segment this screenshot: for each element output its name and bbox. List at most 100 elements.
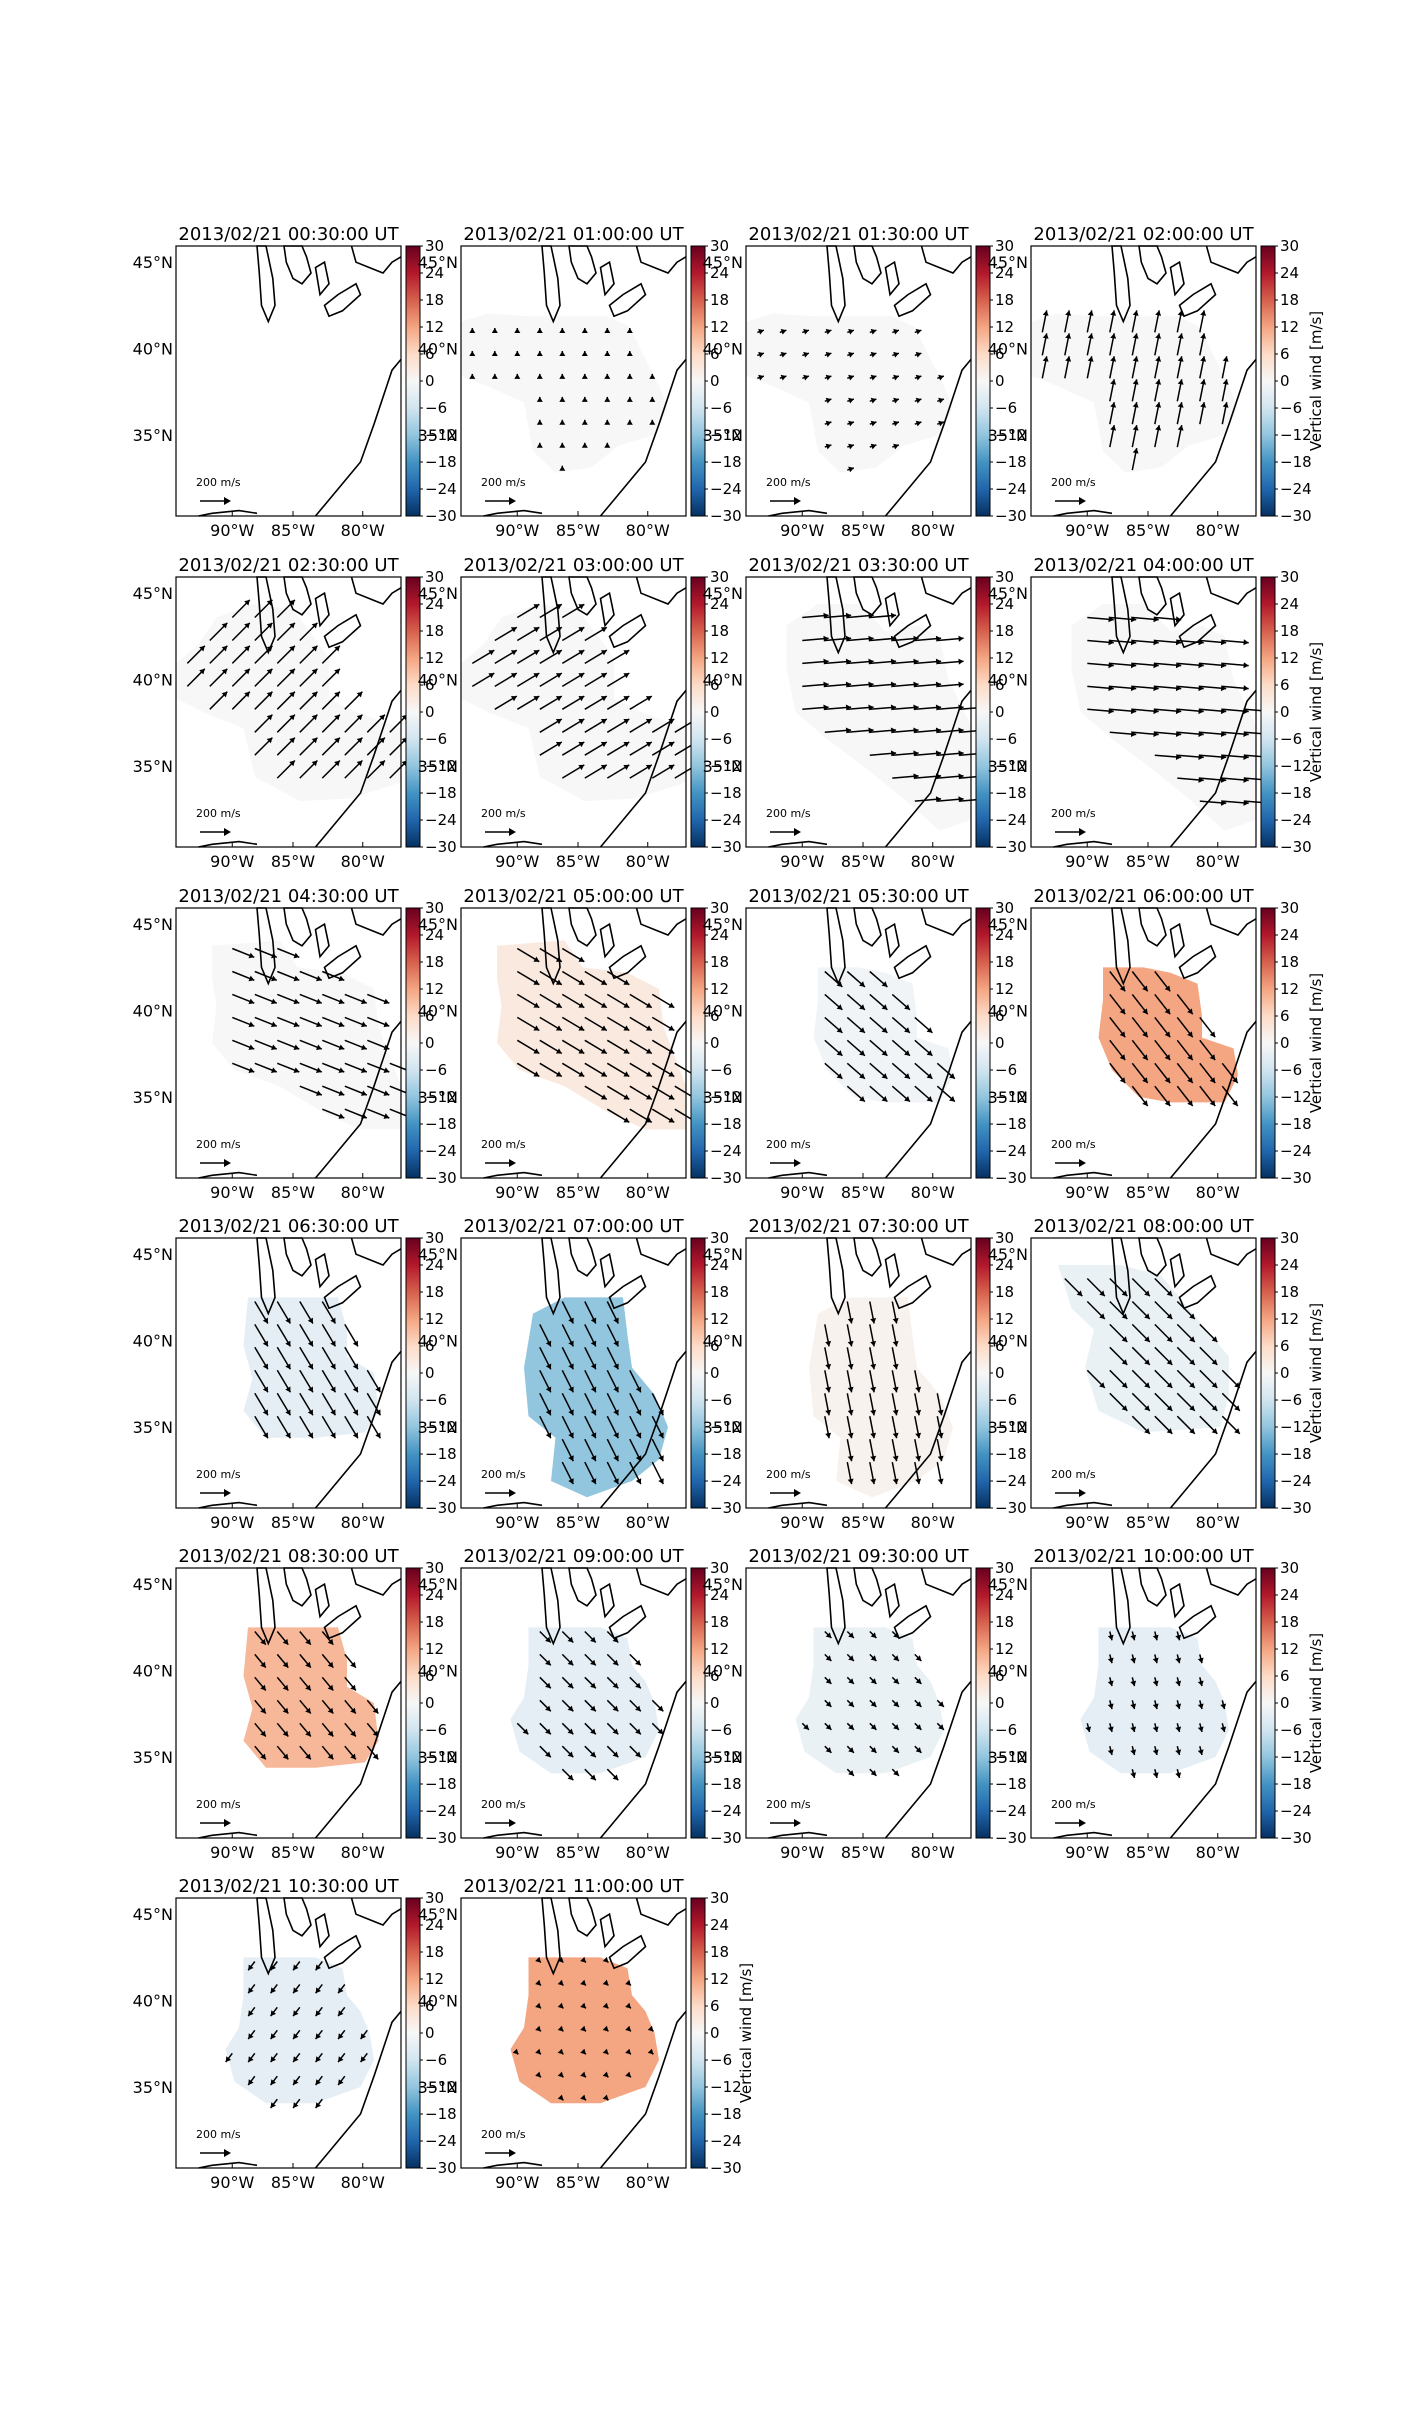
wind-arrow-head bbox=[915, 374, 922, 381]
colorbar-tick-label: 30 bbox=[710, 237, 729, 255]
wind-arrow-head bbox=[356, 714, 363, 721]
wind-arrow-head bbox=[293, 2056, 299, 2063]
panel-title: 2013/02/21 09:00:00 UT bbox=[463, 1546, 684, 1567]
wind-arrow-head bbox=[1209, 1054, 1216, 1061]
colorbar-tick-label: −24 bbox=[1280, 1472, 1312, 1490]
panel-title: 2013/02/21 00:30:00 UT bbox=[178, 224, 399, 245]
wind-arrow-head bbox=[1152, 1749, 1159, 1755]
lat-tick-label: 35°N bbox=[418, 2078, 458, 2097]
wind-arrow-head bbox=[600, 1002, 607, 1008]
colorbar-tick-label: −30 bbox=[995, 507, 1027, 525]
wind-arrow-head bbox=[623, 742, 630, 748]
atlantic-coastline bbox=[884, 1680, 972, 1839]
axes-frame bbox=[745, 576, 972, 848]
wind-arrow-head bbox=[913, 704, 919, 711]
wind-arrow-head bbox=[590, 1636, 596, 1643]
wind-arrow-head bbox=[1243, 662, 1249, 669]
wind-arrow-head bbox=[848, 1770, 854, 1776]
wind-arrow-head bbox=[1175, 1749, 1182, 1755]
wind-arrow-head bbox=[1152, 1657, 1159, 1664]
wind-arrow-head bbox=[1175, 1634, 1182, 1641]
wind-arrow-head bbox=[510, 627, 517, 633]
gulf-coastline bbox=[1053, 1171, 1113, 1179]
wind-arrow-head bbox=[1107, 1703, 1114, 1710]
wind-arrow-head bbox=[330, 1340, 336, 1347]
wind-arrow-head bbox=[557, 2048, 564, 2055]
wind-arrow-head bbox=[327, 1753, 334, 1760]
great-lake-outline bbox=[256, 1897, 276, 1976]
wind-arrow-head bbox=[1200, 333, 1207, 339]
panel: 2013/02/21 08:00:00 UT 45°N 40°N 35°N 90°W 85… bbox=[988, 1216, 1325, 1532]
colorbar-tick-label: −12 bbox=[710, 426, 742, 444]
wind-arrow-head bbox=[657, 1705, 664, 1712]
wind-arrow-head bbox=[1152, 1680, 1159, 1687]
wind-arrow-head bbox=[533, 604, 540, 610]
lon-tick-label: 90°W bbox=[495, 2173, 539, 2192]
wind-arrow-head bbox=[825, 443, 832, 450]
wind-arrow-head bbox=[305, 1684, 311, 1691]
wind-arrow-head bbox=[1155, 310, 1162, 316]
wind-arrow-head bbox=[870, 443, 877, 450]
colorbar-tick-label: −12 bbox=[1280, 757, 1312, 775]
wind-arrow-head bbox=[248, 1067, 255, 1073]
lon-tick-label: 85°W bbox=[556, 1843, 600, 1862]
colorbar-tick-label: 18 bbox=[995, 953, 1014, 971]
wind-arrow-head bbox=[937, 1478, 944, 1485]
great-lake-outline bbox=[853, 576, 882, 616]
great-lake-outline bbox=[884, 1582, 900, 1619]
wind-arrow-head bbox=[935, 681, 942, 688]
great-lake-outline bbox=[608, 944, 647, 980]
lon-tick-label: 80°W bbox=[1196, 1513, 1240, 1532]
panel-title: 2013/02/21 02:00:00 UT bbox=[1033, 224, 1254, 245]
wind-arrow-head bbox=[316, 1090, 322, 1096]
colorbar-tick-label: 0 bbox=[425, 372, 435, 390]
colorbar-tick-label: 0 bbox=[995, 703, 1005, 721]
wind-arrow-head bbox=[327, 1684, 334, 1691]
wind-arrow-head bbox=[578, 764, 585, 771]
colorbar-tick-label: 18 bbox=[425, 622, 444, 640]
wind-arrow-head bbox=[580, 2048, 586, 2055]
lon-tick-label: 80°W bbox=[626, 852, 670, 871]
wind-arrow-head bbox=[1155, 402, 1162, 408]
wind-arrow-head bbox=[1153, 685, 1159, 692]
wind-arrow-head bbox=[305, 1661, 311, 1668]
wind-arrow-head bbox=[578, 1002, 585, 1008]
gulf-coastline bbox=[198, 2161, 258, 2169]
northeast-coastline bbox=[350, 245, 402, 274]
wind-arrow-head bbox=[915, 1386, 922, 1393]
colorbar-tick-label: 12 bbox=[710, 1640, 729, 1658]
colorbar-tick-label: −24 bbox=[995, 480, 1027, 498]
wind-arrow-head bbox=[581, 419, 588, 425]
colorbar-tick-label: −24 bbox=[1280, 1142, 1312, 1160]
colorbar-tick-label: −24 bbox=[425, 811, 457, 829]
scale-arrow-label: 200 m/s bbox=[766, 1798, 811, 1811]
lat-tick-label: 35°N bbox=[988, 1088, 1028, 1107]
atlantic-coastline bbox=[884, 1020, 972, 1179]
wind-arrow-head bbox=[623, 1025, 630, 1031]
wind-arrow-head bbox=[645, 696, 652, 702]
wind-arrow-head bbox=[1187, 1100, 1193, 1106]
colorbar-tick-label: 24 bbox=[710, 264, 729, 282]
scale-arrow-label: 200 m/s bbox=[196, 1468, 241, 1481]
wind-arrow-head bbox=[600, 742, 607, 748]
wind-arrow-head bbox=[1108, 685, 1114, 692]
wind-arrow-head bbox=[1198, 731, 1204, 737]
colorbar-tick-label: 0 bbox=[995, 1364, 1005, 1382]
wind-arrow-head bbox=[1175, 731, 1182, 737]
wind-arrow-head bbox=[926, 1027, 933, 1033]
colorbar bbox=[975, 907, 991, 1179]
wind-arrow-head bbox=[289, 622, 295, 629]
wind-arrow-head bbox=[758, 374, 764, 381]
wind-arrow-head bbox=[658, 1478, 664, 1485]
scale-arrow-head bbox=[509, 828, 516, 836]
wind-arrow-head bbox=[555, 1048, 562, 1054]
scale-arrow-head bbox=[509, 2149, 516, 2157]
wind-arrow-head bbox=[649, 396, 656, 402]
wind-arrow-head bbox=[266, 737, 273, 744]
wind-arrow-head bbox=[1119, 1008, 1126, 1015]
wind-arrow-head bbox=[602, 2048, 609, 2055]
wind-arrow-head bbox=[1220, 731, 1227, 737]
great-lake-outline bbox=[1169, 1252, 1185, 1289]
wind-arrow-head bbox=[545, 1409, 552, 1416]
wind-arrow-head bbox=[311, 737, 318, 744]
